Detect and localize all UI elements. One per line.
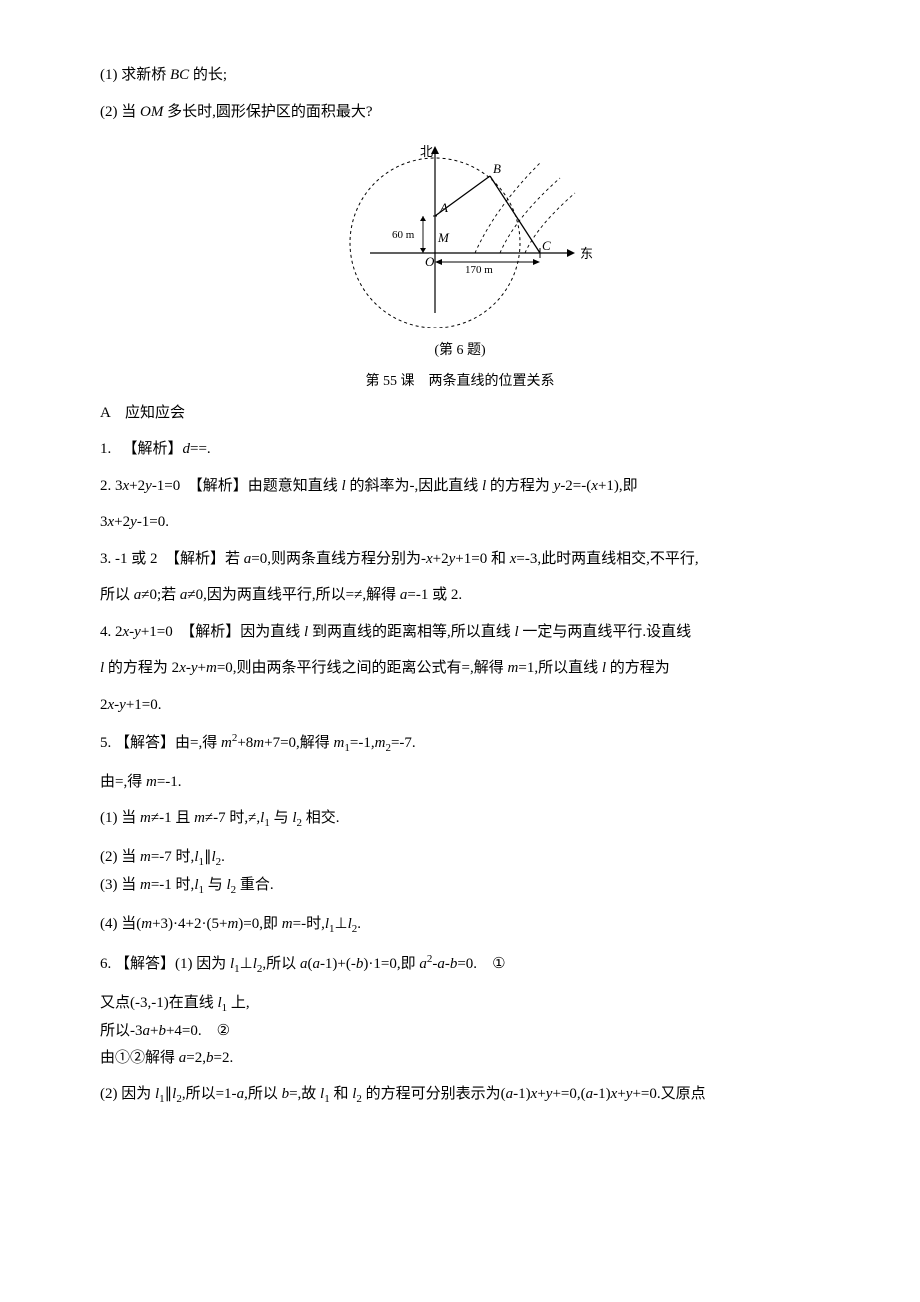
- answer-5-case2: (2) 当 m=-7 时,l1∥l2.: [100, 846, 820, 871]
- answer-2: 2. 3x+2y-1=0 【解析】由题意知直线 l 的斜率为-,因此直线 l 的…: [100, 475, 820, 498]
- question-2: (2) 当 OM 多长时,圆形保护区的面积最大?: [100, 101, 820, 124]
- figure-caption: (第 6 题): [100, 340, 820, 361]
- answer-1: 1. 【解析】d==.: [100, 438, 820, 461]
- answer-3-line2: 所以 a≠0;若 a≠0,因为两直线平行,所以=≠,解得 a=-1 或 2.: [100, 584, 820, 607]
- answer-4-line2: l 的方程为 2x-y+m=0,则由两条平行线之间的距离公式有=,解得 m=1,…: [100, 657, 820, 680]
- north-label: 北: [420, 144, 433, 159]
- answer-6-line2: 又点(-3,-1)在直线 l1 上,: [100, 992, 820, 1017]
- answer-4-line3: 2x-y+1=0.: [100, 694, 820, 717]
- q2-om: OM: [140, 104, 163, 120]
- answer-5-case4: (4) 当(m+3)·4+2·(5+m)=0,即 m=-时,l1⊥l2.: [100, 913, 820, 938]
- lesson-title: 第 55 课 两条直线的位置关系: [100, 371, 820, 392]
- answer-3: 3. -1 或 2 【解析】若 a=0,则两条直线方程分别为-x+2y+1=0 …: [100, 548, 820, 571]
- pt-m: M: [437, 230, 450, 245]
- circ-1: ①: [492, 955, 505, 972]
- answer-5: 5. 【解答】由=,得 m2+8m+7=0,解得 m1=-1,m2=-7.: [100, 730, 820, 757]
- east-label: 东: [580, 246, 593, 261]
- answer-4: 4. 2x-y+1=0 【解析】因为直线 l 到两直线的距离相等,所以直线 l …: [100, 621, 820, 644]
- answer-5-case1: (1) 当 m≠-1 且 m≠-7 时,≠,l1 与 l2 相交.: [100, 807, 820, 832]
- d60: 60 m: [392, 229, 415, 241]
- answer-5-line2: 由=,得 m=-1.: [100, 771, 820, 794]
- q2-pre: (2) 当: [100, 104, 140, 120]
- pt-a: A: [439, 200, 448, 215]
- answer-2-line2: 3x+2y-1=0.: [100, 511, 820, 534]
- figure-svg: 北 东 A B C M O 60 m 170 m: [315, 138, 605, 328]
- pt-o: O: [425, 254, 435, 269]
- circ-2: ②: [217, 1022, 230, 1039]
- answer-5-case3: (3) 当 m=-1 时,l1 与 l2 重合.: [100, 874, 820, 899]
- d170: 170 m: [465, 264, 493, 276]
- answer-6: 6. 【解答】(1) 因为 l1⊥l2,所以 a(a-1)+(-b)·1=0,即…: [100, 951, 820, 978]
- section-a: A 应知应会: [100, 402, 820, 425]
- pt-b: B: [493, 161, 501, 176]
- q2-post: 多长时,圆形保护区的面积最大?: [163, 104, 372, 120]
- figure-6: 北 东 A B C M O 60 m 170 m (第 6 题): [100, 138, 820, 361]
- answer-6-line3: 所以-3a+b+4=0. ②: [100, 1020, 820, 1043]
- answer-6-line4: 由①②解得 a=2,b=2.: [100, 1047, 820, 1070]
- answer-6-part2: (2) 因为 l1∥l2,所以=1-a,所以 b=,故 l1 和 l2 的方程可…: [100, 1083, 820, 1108]
- question-1: (1) 求新桥 BC 的长;: [100, 64, 820, 87]
- pt-c: C: [542, 238, 551, 253]
